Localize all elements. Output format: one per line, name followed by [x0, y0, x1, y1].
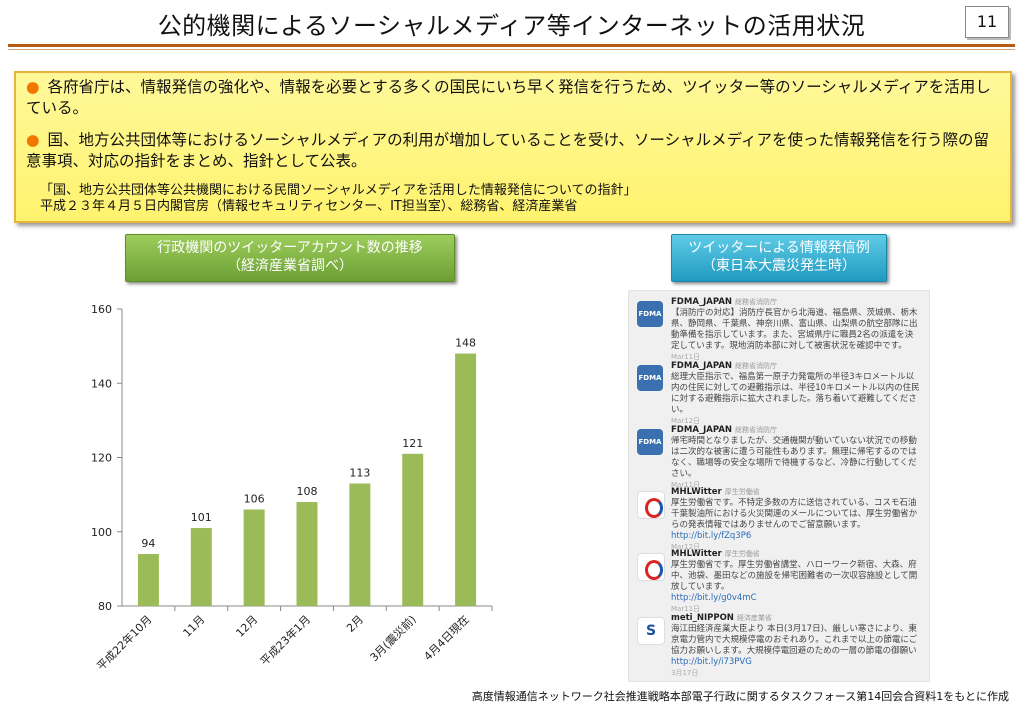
page-number: 11 [965, 6, 1009, 38]
tweet-user-subtitle: 総務省消防庁 [735, 362, 778, 370]
tweet-item: FDMA FDMA_JAPAN 総務省消防庁総理大臣指示で、福島第一原子力発電所の半… [637, 361, 925, 425]
tweet-text: 帰宅時間となりましたが、交通機関が動いていない状況での移動は二次的な被害に遭う可… [671, 436, 917, 479]
bullet-text: 各府省庁は、情報発信の強化や、情報を必要とする多くの国民にいち早く発信を行うため… [26, 78, 991, 117]
tweet-item: MHLWitter 厚生労働省厚生労働省です。厚生労働省講堂、ハローワーク新宿、大… [637, 549, 925, 613]
category-label: 2月 [344, 613, 366, 635]
bullet-dot-icon: ● [26, 131, 40, 149]
tweet-body: meti_NIPPON 経済産業省海江田経済産業大臣より 本日(3月17日)、厳し… [671, 613, 921, 679]
tweet-item: MHLWitter 厚生労働省厚生労働省です。不特定多数の方に送信されている、コス… [637, 487, 925, 551]
tweet-body: FDMA_JAPAN 総務省消防庁帰宅時間となりましたが、交通機関が動いていない状… [671, 425, 921, 491]
tweet-body: FDMA_JAPAN 総務省消防庁【消防庁の対応】消防庁長官から北海道、福島県、茨… [671, 297, 921, 363]
title-divider-thin [8, 49, 1015, 50]
tweet-user-subtitle: 厚生労働省 [724, 488, 760, 496]
tweet-user[interactable]: MHLWitter [671, 549, 722, 559]
data-label: 106 [244, 492, 265, 505]
fdma-icon: FDMA [637, 301, 663, 327]
tweet-link[interactable]: http://bit.ly/g0v4mC [671, 593, 757, 603]
category-label: 平成22年10月 [94, 612, 155, 673]
y-tick-label: 80 [98, 600, 112, 613]
category-label: 平成23年1月 [257, 612, 313, 668]
tweet-date: Mar12日 [671, 417, 701, 425]
data-label: 108 [297, 485, 318, 498]
bullet-dot-icon: ● [26, 78, 40, 96]
fdma-icon: FDMA [637, 429, 663, 455]
bar [402, 453, 424, 606]
bar [296, 502, 318, 606]
y-tick-label: 100 [91, 526, 112, 539]
meti-icon: S [637, 617, 665, 645]
tweet-body: MHLWitter 厚生労働省厚生労働省です。厚生労働省講堂、ハローワーク新宿、大… [671, 549, 921, 615]
chart-heading: 行政機関のツイッターアカウント数の推移 [157, 240, 423, 256]
mhlw-icon [637, 491, 665, 519]
source-note: 高度情報通信ネットワーク社会推進戦略本部電子行政に関するタスクフォース第14回会… [471, 690, 1009, 703]
tweet-user[interactable]: FDMA_JAPAN [671, 297, 733, 307]
category-label: 4月4日現在 [421, 613, 471, 663]
page-title: 公的機関によるソーシャルメディア等インターネットの活用状況 [157, 12, 866, 40]
tweet-text: 【消防庁の対応】消防庁長官から北海道、福島県、茨城県、栃木県、静岡県、千葉県、神… [671, 308, 918, 351]
tweet-examples-panel: FDMA FDMA_JAPAN 総務省消防庁 【消防庁の対応】消防庁長官から北海道、福… [628, 290, 930, 682]
tweet-date: Mar11日 [671, 481, 701, 489]
mhlw-icon [637, 553, 665, 581]
title-divider [8, 44, 1015, 47]
data-label: 94 [141, 537, 155, 550]
bullet-item: ● 各府省庁は、情報発信の強化や、情報を必要とする多くの国民にいち早く発信を行うた… [26, 77, 996, 119]
data-label: 101 [191, 511, 212, 524]
tweet-date: Mar11日 [671, 353, 701, 361]
data-label: 113 [349, 466, 370, 479]
guideline-title: 「国、地方公共団体等公共機関における民間ソーシャルメディアを活用した情報発信につ… [40, 183, 637, 198]
chart-source-note: （経済産業省調べ） [227, 258, 353, 274]
tweet-date: Mar11日 [671, 605, 701, 613]
summary-box: ● 各府省庁は、情報発信の強化や、情報を必要とする多くの国民にいち早く発信を行うた… [14, 71, 1012, 223]
fdma-icon: FDMA [637, 365, 663, 391]
bullet-item: ● 国、地方公共団体等におけるソーシャルメディアの利用が増加していることを受け、ソ… [26, 130, 996, 172]
tweet-link[interactable]: http://bit.ly/fZq3P6 [671, 531, 752, 541]
bar [243, 509, 265, 606]
tweet-user-subtitle: 厚生労働省 [724, 550, 760, 558]
y-tick-label: 140 [91, 377, 112, 390]
tweet-text: 総理大臣指示で、福島第一原子力発電所の半径3キロメートル以内の住民に対しての避難… [671, 372, 920, 415]
guideline-issuer: 平成２３年４月５日内閣官房（情報セキュリティセンター、IT担当室）、総務省、経済… [40, 199, 578, 214]
account-count-bar-chart: 80 100 120 140 160 94 平成22年10月 101 11月 106 12月 108 平… [91, 303, 493, 673]
tweet-text: 厚生労働省です。厚生労働省講堂、ハローワーク新宿、大森、府中、池袋、墨田などの施… [671, 560, 918, 592]
tweet-user[interactable]: FDMA_JAPAN [671, 425, 733, 435]
tweet-user-subtitle: 総務省消防庁 [735, 298, 778, 306]
tweet-text: 海江田経済産業大臣より 本日(3月17日)、厳しい寒さにより、東京電力管内で大規… [671, 624, 918, 656]
bar [137, 554, 159, 606]
category-label: 12月 [233, 613, 260, 640]
category-label: 11月 [181, 613, 208, 640]
tweet-link[interactable]: http://bit.ly/i73PVG [671, 657, 752, 667]
bar [455, 353, 477, 606]
data-label: 148 [455, 337, 476, 350]
tweet-date: Mar12日 [671, 543, 701, 551]
bar [349, 483, 371, 606]
data-label: 121 [402, 437, 423, 450]
tweet-subheading: （東日本大震災発生時） [702, 258, 856, 274]
tweet-date: 3月17日 [671, 669, 699, 677]
bar [190, 528, 212, 606]
tweet-user[interactable]: meti_NIPPON [671, 613, 734, 623]
tweet-user[interactable]: FDMA_JAPAN [671, 361, 733, 371]
category-label: 3月(震災前) [367, 612, 419, 664]
y-tick-label: 160 [91, 303, 112, 316]
tweet-user-subtitle: 総務省消防庁 [735, 426, 778, 434]
tweet-user-subtitle: 経済産業省 [736, 614, 772, 622]
chart-heading-box: 行政機関のツイッターアカウント数の推移 （経済産業省調べ） [125, 234, 455, 282]
tweet-body: MHLWitter 厚生労働省厚生労働省です。不特定多数の方に送信されている、コス… [671, 487, 921, 553]
tweet-heading: ツイッターによる情報発信例 [688, 240, 870, 256]
tweet-item: FDMA FDMA_JAPAN 総務省消防庁【消防庁の対応】消防庁長官から北海道、福… [637, 297, 925, 361]
tweet-text: 厚生労働省です。不特定多数の方に送信されている、コスモ石油千葉製油所における火災… [671, 498, 918, 530]
y-tick-label: 120 [91, 452, 112, 465]
tweet-heading-box: ツイッターによる情報発信例 （東日本大震災発生時） [671, 234, 887, 282]
tweet-body: FDMA_JAPAN 総務省消防庁総理大臣指示で、福島第一原子力発電所の半径3キロ… [671, 361, 921, 427]
tweet-user[interactable]: MHLWitter [671, 487, 722, 497]
tweet-item: FDMA FDMA_JAPAN 総務省消防庁帰宅時間となりましたが、交通機関が動いて… [637, 425, 925, 489]
bullet-text: 国、地方公共団体等におけるソーシャルメディアの利用が増加していることを受け、ソー… [26, 131, 990, 170]
